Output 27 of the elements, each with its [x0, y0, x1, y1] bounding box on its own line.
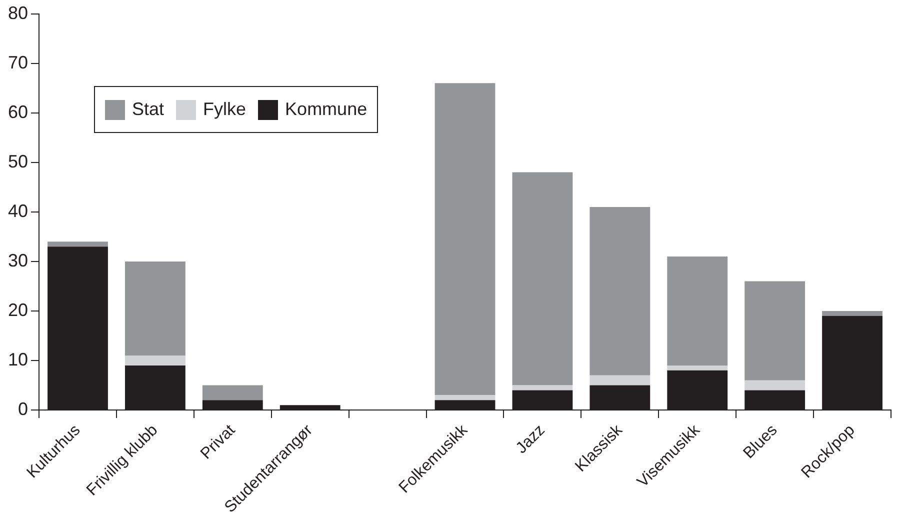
y-tick-label: 70 [8, 52, 28, 72]
bar [124, 261, 186, 356]
bar [202, 385, 263, 400]
y-tick-label: 50 [8, 151, 28, 172]
y-tick-label: 30 [8, 250, 28, 270]
bar [512, 385, 573, 390]
bar [667, 365, 728, 370]
bar [667, 256, 728, 366]
legend-label: Stat [132, 99, 164, 120]
bar [590, 375, 650, 386]
legend-label: Kommune [285, 99, 368, 120]
bar [822, 310, 882, 316]
y-tick-label: 40 [8, 200, 28, 221]
bar [124, 356, 186, 366]
y-tick-label: 80 [8, 2, 28, 23]
bar [744, 281, 806, 380]
bar [434, 395, 496, 400]
y-tick-label: 10 [8, 349, 28, 370]
y-tick-label: 60 [8, 102, 28, 122]
legend-label: Fylke [203, 99, 246, 120]
bar [590, 206, 650, 376]
y-tick-label: 20 [8, 300, 28, 320]
bar [48, 242, 108, 247]
bar [744, 380, 806, 390]
y-tick-label: 0 [18, 399, 28, 420]
bar [512, 172, 573, 386]
bar [434, 83, 496, 396]
